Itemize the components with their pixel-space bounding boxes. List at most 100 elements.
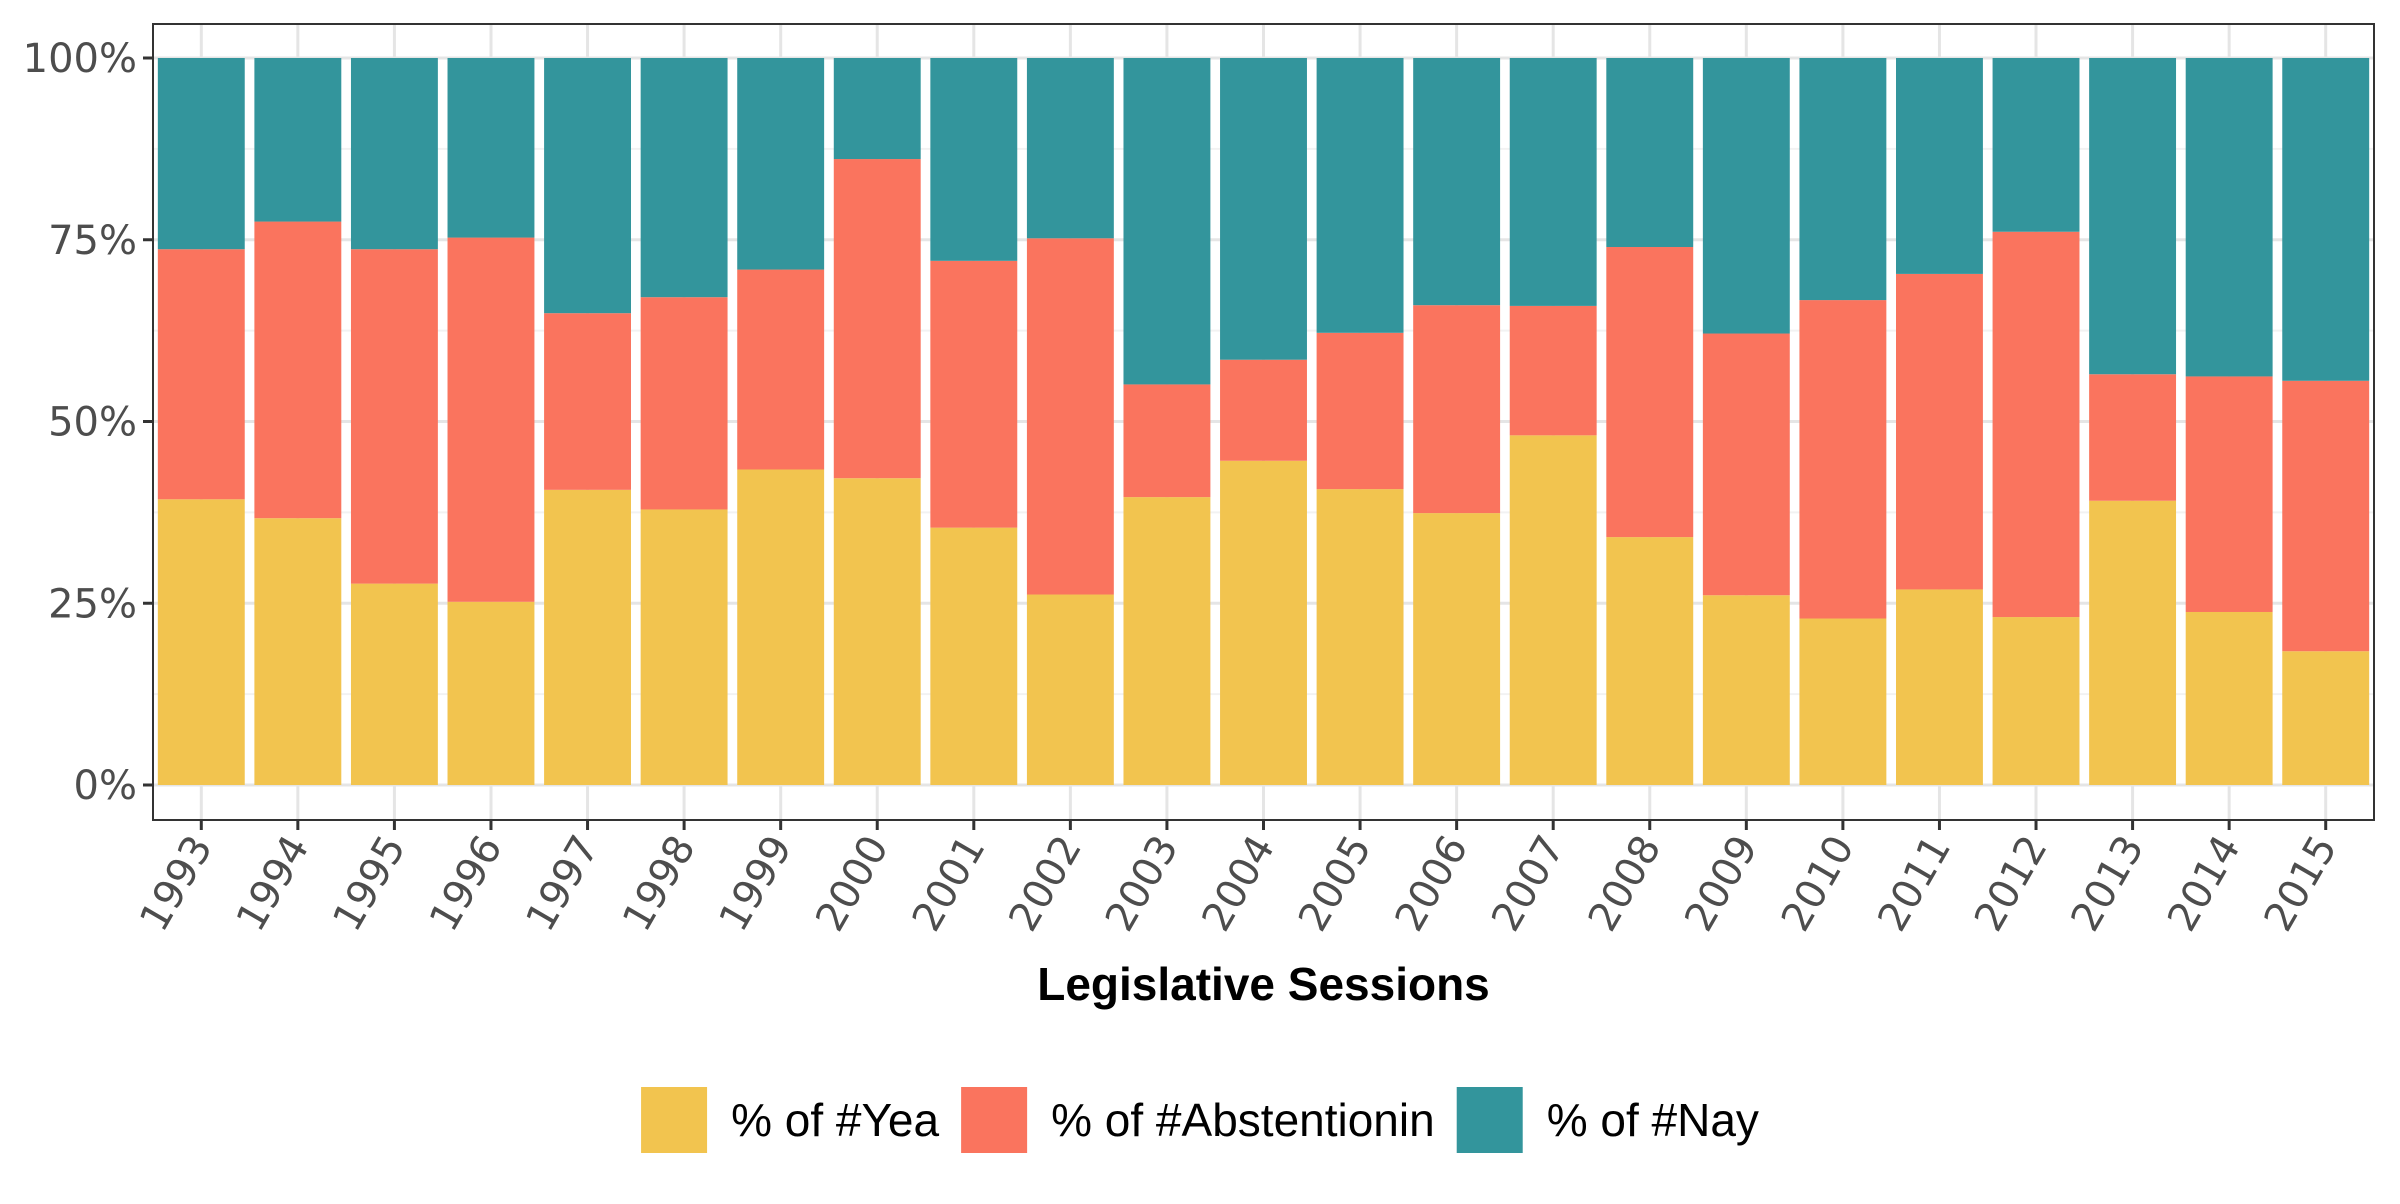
x-tick-label-2012: 2012 (1966, 828, 2057, 939)
bar-2003-series-2 (1123, 58, 1211, 385)
y-tick-label-3: 75% (48, 218, 137, 264)
x-tick-label-2003: 2003 (1097, 828, 1188, 939)
x-tick-label-1993: 1993 (131, 828, 222, 939)
y-tick-label-1: 25% (48, 581, 137, 627)
bar-2013-series-0 (2089, 500, 2177, 785)
bar-2007-series-2 (1509, 58, 1597, 306)
bar-2011-series-1 (1896, 273, 1983, 590)
bar-1993-series-2 (157, 58, 245, 250)
bar-1994-series-2 (254, 58, 342, 222)
x-tick-label-1998: 1998 (614, 828, 705, 939)
x-tick-label-1994: 1994 (228, 828, 319, 939)
bar-2001-series-1 (930, 260, 1018, 528)
bar-1994-series-1 (254, 221, 342, 519)
x-tick-label-2010: 2010 (1773, 828, 1864, 939)
bar-2007-series-1 (1509, 305, 1597, 436)
x-tick-label-2005: 2005 (1290, 828, 1381, 939)
bar-2010-series-2 (1799, 58, 1887, 301)
bar-2005-series-2 (1316, 58, 1404, 333)
bar-1998-series-0 (640, 509, 728, 785)
x-tick-label-2004: 2004 (1193, 828, 1284, 939)
x-tick-label-2011: 2011 (1869, 828, 1960, 939)
bar-2013-series-1 (2089, 374, 2177, 501)
bar-2001-series-2 (930, 58, 1018, 261)
bar-2015-series-1 (2282, 380, 2370, 652)
legend-key-2 (1456, 1087, 1523, 1153)
bar-1997-series-2 (544, 58, 631, 314)
x-axis-title: Legislative Sessions (1037, 958, 1490, 1010)
bar-2005-series-1 (1316, 332, 1404, 490)
legend-label-0: % of #Yea (731, 1094, 939, 1146)
bar-2011-series-2 (1896, 58, 1983, 274)
y-tick-label-0: 0% (74, 763, 137, 809)
bar-2009-series-0 (1702, 595, 1790, 785)
x-tick-label-1996: 1996 (421, 828, 512, 939)
bar-2006-series-1 (1413, 305, 1501, 514)
bar-2010-series-1 (1799, 300, 1887, 619)
bar-1999-series-1 (737, 269, 825, 470)
bar-2002-series-1 (1026, 238, 1114, 595)
bar-1998-series-2 (640, 58, 728, 298)
bar-2004-series-2 (1220, 58, 1307, 360)
bar-1995-series-1 (350, 249, 438, 584)
bar-2014-series-0 (2185, 611, 2273, 785)
bar-2000-series-0 (833, 478, 921, 785)
bar-1999-series-0 (737, 469, 825, 785)
legend-key-1 (961, 1087, 1028, 1153)
x-tick-label-1995: 1995 (324, 828, 415, 939)
bar-2009-series-1 (1702, 333, 1790, 596)
bar-1996-series-1 (447, 237, 535, 602)
bar-2014-series-2 (2185, 58, 2273, 377)
bar-1999-series-2 (737, 58, 825, 270)
bar-2007-series-0 (1509, 435, 1597, 785)
bar-2006-series-2 (1413, 58, 1501, 306)
bar-2015-series-2 (2282, 58, 2370, 381)
bar-2002-series-0 (1026, 594, 1114, 785)
bar-2002-series-2 (1026, 58, 1114, 239)
bar-1996-series-2 (447, 58, 535, 238)
bar-2008-series-2 (1606, 58, 1694, 248)
bar-2008-series-1 (1606, 247, 1694, 538)
bar-1997-series-0 (544, 489, 631, 785)
x-tick-label-2015: 2015 (2256, 828, 2347, 939)
bar-1996-series-0 (447, 601, 535, 785)
bar-2006-series-0 (1413, 513, 1501, 785)
legend-label-1: % of #Abstentionin (1051, 1094, 1435, 1146)
x-tick-label-1997: 1997 (517, 828, 608, 939)
bar-2003-series-1 (1123, 384, 1211, 498)
legend-label-2: % of #Nay (1547, 1094, 1759, 1146)
bar-1993-series-0 (157, 499, 245, 785)
bar-1997-series-1 (544, 313, 631, 490)
x-tick-label-2000: 2000 (807, 828, 898, 939)
x-tick-label-2006: 2006 (1387, 828, 1478, 939)
x-tick-label-2008: 2008 (1580, 828, 1671, 939)
bar-1995-series-2 (350, 58, 438, 250)
bar-2005-series-0 (1316, 489, 1404, 785)
x-tick-label-2014: 2014 (2159, 828, 2250, 939)
bar-2011-series-0 (1896, 589, 1983, 785)
bar-1993-series-1 (157, 249, 245, 500)
bar-2012-series-2 (1992, 58, 2080, 232)
y-tick-label-2: 50% (48, 400, 137, 446)
x-tick-label-2001: 2001 (904, 828, 995, 939)
x-tick-label-2013: 2013 (2063, 828, 2154, 939)
bar-2015-series-0 (2282, 651, 2370, 785)
legend-key-0 (641, 1087, 708, 1153)
x-tick-label-2002: 2002 (1000, 828, 1091, 939)
x-tick-label-2009: 2009 (1676, 828, 1767, 939)
x-tick-label-2007: 2007 (1483, 828, 1574, 939)
bar-2001-series-0 (930, 527, 1018, 785)
bar-2008-series-0 (1606, 537, 1694, 785)
bar-2014-series-1 (2185, 376, 2273, 612)
bar-2004-series-1 (1220, 359, 1307, 461)
bar-2012-series-0 (1992, 617, 2080, 785)
y-tick-label-4: 100% (23, 36, 137, 82)
bar-2012-series-1 (1992, 231, 2080, 618)
bar-2009-series-2 (1702, 58, 1790, 334)
bar-2000-series-2 (833, 58, 921, 160)
bar-1998-series-1 (640, 297, 728, 510)
bar-2004-series-0 (1220, 460, 1307, 785)
bar-2000-series-1 (833, 159, 921, 479)
